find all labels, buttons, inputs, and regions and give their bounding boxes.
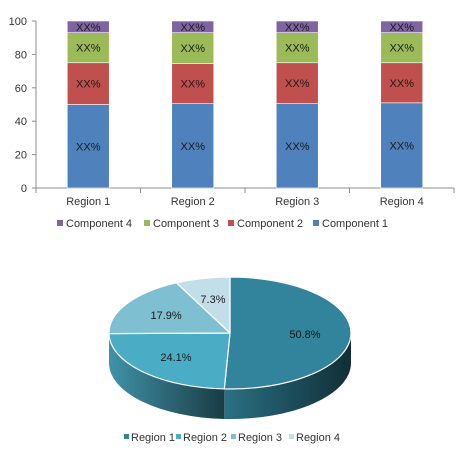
bar-data-label: XX% [181, 22, 206, 34]
pie-slice [223, 276, 352, 390]
bar-data-label: XX% [285, 78, 310, 90]
bar-data-label: XX% [390, 78, 415, 90]
stacked-bar-chart: 0 20 40 60 80 100 XX% XX% XX% XX% Region 1 XX% XX% XX… [9, 16, 455, 230]
bar-data-label: XX% [390, 140, 415, 152]
legend-label: Component 1 [322, 218, 388, 230]
bar-data-label: XX% [285, 141, 310, 153]
bar-data-label: XX% [76, 79, 101, 91]
legend-label: Region 3 [238, 432, 282, 444]
legend-item: Region 3 [231, 432, 282, 444]
legend-item: Region 1 [124, 432, 175, 444]
bar-segment [380, 32, 424, 64]
bar-segment [171, 32, 215, 64]
legend-label: Component 2 [237, 218, 303, 230]
pie-slice-side [224, 333, 351, 419]
y-tick-label: 60 [15, 83, 27, 95]
x-tick-label: Region 3 [275, 196, 319, 208]
bar-segment [380, 62, 424, 104]
bar-segment [275, 103, 319, 189]
pie-slice [108, 282, 231, 335]
legend-swatch [313, 220, 319, 226]
bar-data-label: XX% [76, 141, 101, 153]
legend-item: Component 3 [144, 218, 219, 230]
bar-data-label: XX% [76, 43, 101, 55]
legend-label: Region 2 [183, 432, 227, 444]
bar-data-label: XX% [390, 43, 415, 55]
bar-data-label: XX% [181, 79, 206, 91]
legend-item: Component 4 [57, 218, 132, 230]
bar-segment [275, 20, 319, 33]
pie-data-label: 24.1% [160, 352, 191, 364]
legend-swatch [228, 220, 234, 226]
bar-data-label: XX% [285, 43, 310, 55]
x-tick-label: Region 2 [171, 196, 215, 208]
bar-segment [171, 63, 215, 104]
bar-data-label: XX% [181, 43, 206, 55]
pie-slice [108, 332, 231, 390]
bar-segment [380, 102, 424, 189]
bar-data-label: XX% [76, 22, 101, 34]
bar-segment [171, 103, 215, 189]
legend-swatch [176, 434, 181, 439]
legend-item: Region 4 [289, 432, 340, 444]
bar-segment [66, 32, 110, 64]
y-tick-label: 20 [15, 150, 27, 162]
legend-swatch [289, 434, 294, 439]
pie-data-label: 7.3% [200, 294, 225, 306]
pie-data-label: 17.9% [150, 310, 181, 322]
y-tick-label: 80 [15, 49, 27, 61]
legend-label: Region 4 [296, 432, 340, 444]
pie-slice-side [109, 333, 225, 419]
bar-segment [66, 62, 110, 105]
legend-swatch [124, 434, 129, 439]
bar-data-label: XX% [181, 141, 206, 153]
legend-item: Region 2 [176, 432, 227, 444]
bar-segment [275, 32, 319, 64]
legend-label: Region 1 [131, 432, 175, 444]
x-tick-label: Region 4 [380, 196, 424, 208]
legend-item: Component 2 [228, 218, 303, 230]
legend-item: Component 1 [313, 218, 388, 230]
legend-label: Component 3 [153, 218, 219, 230]
legend-swatch [144, 220, 150, 226]
y-tick-label: 40 [15, 116, 27, 128]
y-tick-label: 100 [9, 16, 27, 28]
bar-segment [66, 104, 110, 189]
pie-chart: 50.8% 24.1% 17.9% 7.3% Region 1 Region 2 Regio… [108, 276, 352, 444]
bar-data-label: XX% [390, 22, 415, 34]
bar-segment [171, 20, 215, 33]
pie-data-label: 50.8% [289, 329, 320, 341]
pie-slice [175, 276, 231, 334]
bar-segment [66, 20, 110, 33]
x-tick-label: Region 1 [66, 196, 110, 208]
legend-swatch [57, 220, 63, 226]
bar-segment [380, 20, 424, 33]
bar-data-label: XX% [285, 22, 310, 34]
legend-label: Component 4 [66, 218, 132, 230]
legend-swatch [231, 434, 236, 439]
y-tick-label: 0 [21, 183, 27, 195]
